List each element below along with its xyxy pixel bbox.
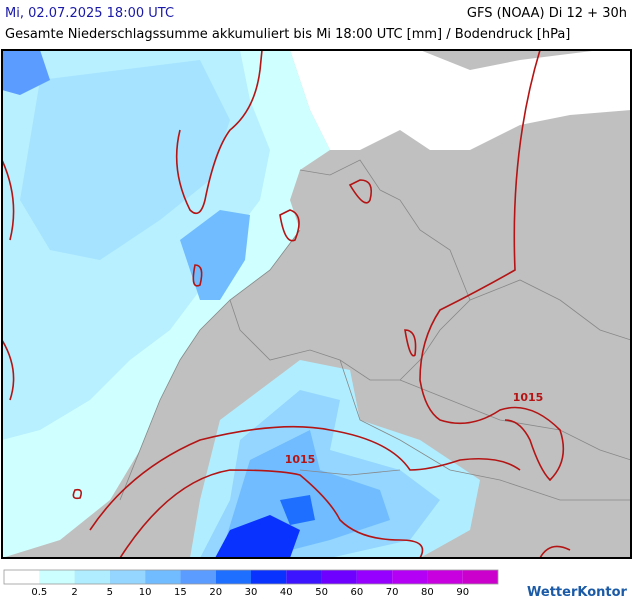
subtitle: Gesamte Niederschlagssumme akkumuliert b… [5, 27, 571, 42]
legend-label: 10 [139, 587, 152, 598]
legend-swatch [286, 570, 322, 584]
legend-swatch [215, 570, 251, 584]
legend-swatch [145, 570, 181, 584]
map: 1015 1015 [2, 50, 631, 558]
legend-label: 60 [350, 587, 363, 598]
legend-swatch [74, 570, 110, 584]
legend-label: 20 [209, 587, 222, 598]
legend-swatch [180, 570, 216, 584]
legend-frame [3, 569, 499, 585]
legend-label: 0.5 [31, 587, 47, 598]
legend: 0.5 2 5 10 15 20 30 40 50 60 70 80 90 [3, 569, 499, 598]
legend-swatch [251, 570, 287, 584]
legend-swatch [4, 570, 40, 584]
legend-label: 5 [107, 587, 113, 598]
legend-swatch [39, 570, 75, 584]
legend-label: 70 [386, 587, 399, 598]
isobars [2, 50, 571, 558]
model-run: GFS (NOAA) Di 12 + 30h [466, 6, 627, 21]
logo: WetterKontor [527, 585, 628, 600]
legend-label: 80 [421, 587, 434, 598]
legend-label: 40 [280, 587, 293, 598]
legend-swatch [392, 570, 428, 584]
legend-label: 50 [315, 587, 328, 598]
rain-core [280, 495, 315, 525]
legend-label: 30 [245, 587, 258, 598]
legend-swatch [462, 570, 498, 584]
isobar-label: 1015 [285, 453, 316, 466]
legend-swatch [356, 570, 393, 584]
rain-core [2, 50, 50, 95]
legend-swatch [109, 570, 146, 584]
rain-core [215, 515, 300, 558]
isobar-label: 1015 [513, 391, 544, 404]
datetime: Mi, 02.07.2025 18:00 UTC [5, 6, 175, 21]
legend-label: 90 [456, 587, 469, 598]
rain-area [20, 60, 230, 260]
rain-core [180, 210, 250, 300]
legend-label: 2 [71, 587, 77, 598]
map-frame [1, 49, 632, 559]
legend-swatch [321, 570, 357, 584]
borders [119, 159, 631, 501]
sea [290, 50, 631, 150]
legend-swatch [427, 570, 463, 584]
legend-label: 15 [174, 587, 187, 598]
